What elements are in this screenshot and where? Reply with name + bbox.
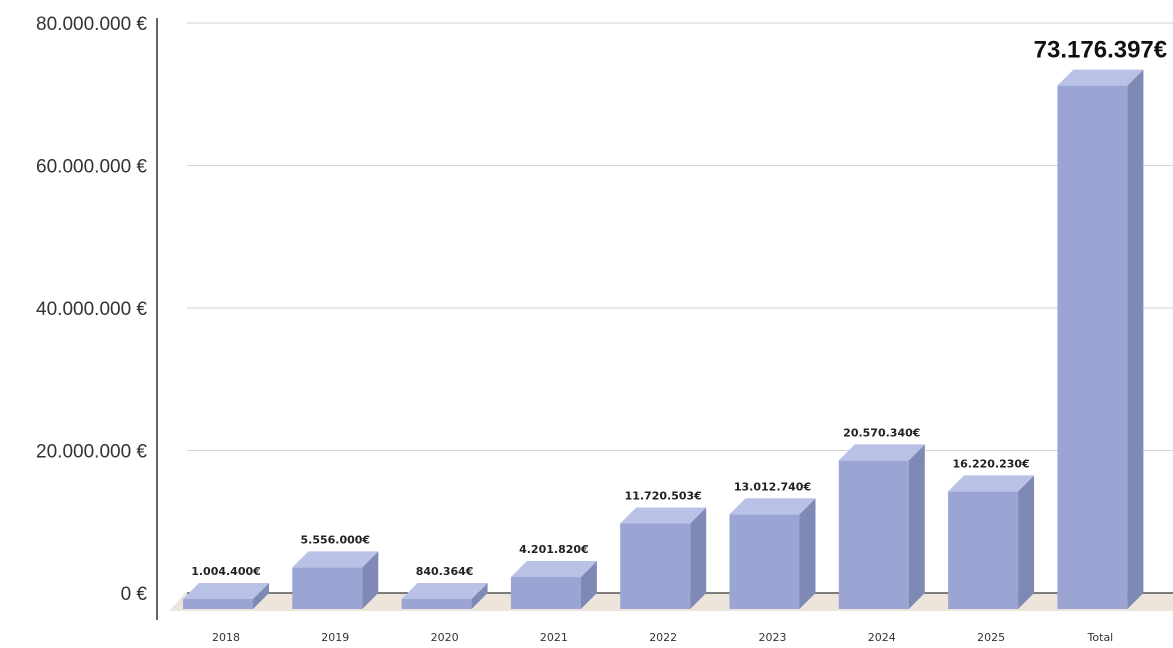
data-label: 840.364€ [416, 565, 474, 578]
bar-side [362, 551, 379, 609]
bar-front [729, 514, 800, 609]
bar-front [948, 491, 1019, 609]
bar-2023 [729, 498, 816, 609]
data-label: 4.201.820€ [519, 543, 589, 556]
bar-top [948, 475, 1035, 492]
bar-2019 [292, 551, 379, 609]
y-tick-label: 60.000.000 € [36, 157, 147, 178]
bar-top [620, 507, 707, 524]
x-tick-label: 2019 [321, 631, 349, 644]
bar-Total [1057, 69, 1144, 610]
bar-front [183, 599, 253, 609]
x-tick-label: 2018 [212, 631, 240, 644]
bars [183, 69, 1144, 610]
x-tick-label: 2023 [759, 631, 787, 644]
bar-2021 [510, 561, 597, 609]
data-label: 1.004.400€ [191, 565, 261, 578]
bar-2018 [183, 583, 269, 609]
y-tick-label: 40.000.000 € [36, 299, 147, 320]
data-label: 11.720.503€ [625, 489, 702, 502]
bar-side [690, 507, 707, 609]
bar-top [838, 444, 925, 461]
y-axis-ticks: 0 € 20.000.000 € 40.000.000 € 60.000.000 € 8… [36, 14, 147, 605]
bar-side [580, 561, 597, 609]
data-labels: 1.004.400€ 5.556.000€ 840.364€ 4.201.820€ 11… [191, 37, 1167, 578]
bar-front [1057, 85, 1128, 610]
bar-top [1057, 69, 1144, 86]
bar-top [292, 551, 379, 568]
x-tick-label: 2021 [540, 631, 568, 644]
bar-side [799, 498, 816, 609]
data-label: 73.176.397€ [1034, 37, 1167, 64]
bar-side [253, 583, 269, 609]
data-label: 20.570.340€ [843, 426, 920, 439]
bar-2025 [948, 475, 1035, 609]
x-tick-label: Total [1087, 631, 1114, 644]
data-label: 13.012.740€ [734, 480, 811, 493]
x-tick-label: 2020 [431, 631, 459, 644]
bar-2024 [838, 444, 925, 609]
y-tick-label: 0 € [121, 584, 148, 605]
bar-side [471, 583, 488, 609]
bar-side [908, 444, 925, 609]
bar-side [1018, 475, 1035, 609]
bar-top [729, 498, 816, 515]
bar-side [1127, 69, 1144, 610]
bar-2022 [620, 507, 707, 609]
y-tick-label: 20.000.000 € [36, 442, 147, 463]
bar-front [838, 460, 909, 609]
bar-top [183, 583, 269, 599]
data-label: 16.220.230€ [952, 457, 1029, 470]
bar-front [401, 599, 472, 609]
bar-front [510, 577, 581, 609]
bar-front [292, 567, 363, 609]
x-axis-ticks: 2018 2019 2020 2021 2022 2023 2024 2025 Total [212, 631, 1113, 644]
bar-2020 [401, 583, 488, 609]
bar-front [620, 523, 691, 609]
bar-top [401, 583, 488, 599]
bar-top [510, 561, 597, 578]
x-tick-label: 2024 [868, 631, 896, 644]
x-tick-label: 2025 [977, 631, 1005, 644]
y-tick-label: 80.000.000 € [36, 14, 147, 35]
x-tick-label: 2022 [649, 631, 677, 644]
data-label: 5.556.000€ [301, 533, 371, 546]
